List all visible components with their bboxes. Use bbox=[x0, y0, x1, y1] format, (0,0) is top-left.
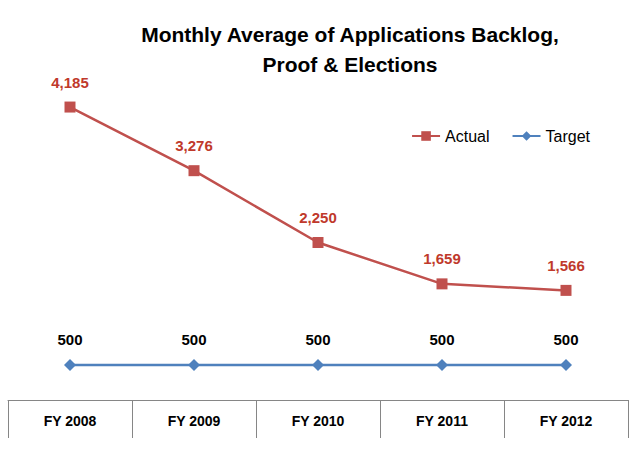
svg-text:Target: Target bbox=[546, 128, 591, 145]
svg-text:500: 500 bbox=[181, 331, 206, 348]
svg-text:FY 2008: FY 2008 bbox=[44, 413, 97, 429]
svg-text:Actual: Actual bbox=[445, 128, 489, 145]
svg-text:2,250: 2,250 bbox=[299, 209, 337, 226]
svg-text:FY 2009: FY 2009 bbox=[168, 413, 221, 429]
svg-text:500: 500 bbox=[57, 331, 82, 348]
svg-text:FY 2011: FY 2011 bbox=[416, 413, 468, 429]
svg-text:Monthly Average of Application: Monthly Average of Applications Backlog, bbox=[141, 23, 559, 46]
svg-text:FY 2010: FY 2010 bbox=[292, 413, 345, 429]
svg-text:4,185: 4,185 bbox=[51, 74, 89, 91]
svg-text:1,566: 1,566 bbox=[547, 257, 585, 274]
svg-text:500: 500 bbox=[305, 331, 330, 348]
svg-text:500: 500 bbox=[429, 331, 454, 348]
svg-text:1,659: 1,659 bbox=[423, 250, 461, 267]
svg-text:Proof & Elections: Proof & Elections bbox=[262, 53, 437, 76]
svg-text:FY 2012: FY 2012 bbox=[540, 413, 593, 429]
svg-text:3,276: 3,276 bbox=[175, 137, 213, 154]
svg-text:500: 500 bbox=[553, 331, 578, 348]
